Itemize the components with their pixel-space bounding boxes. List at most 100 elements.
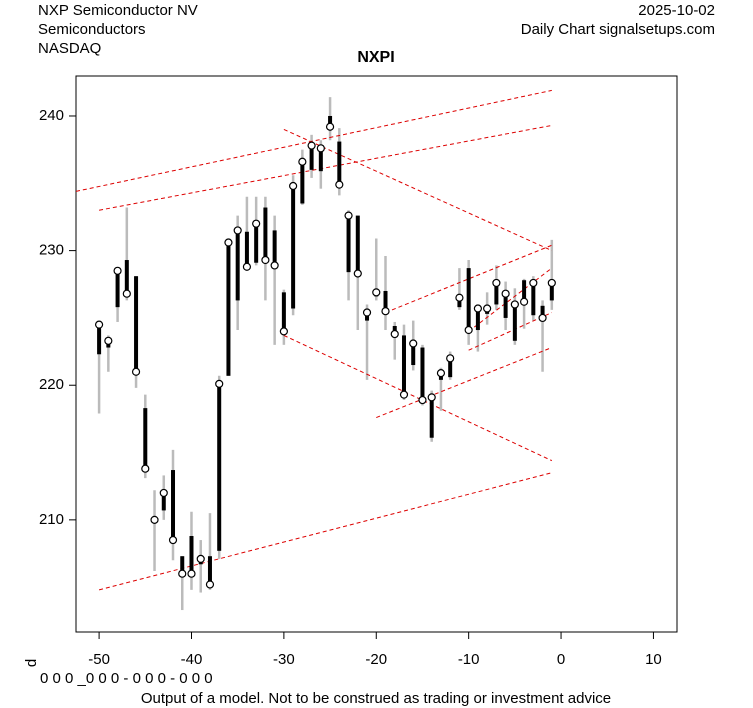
y-tick-label: 230	[39, 242, 64, 259]
close-marker	[178, 569, 187, 578]
close-marker	[436, 369, 446, 378]
close-marker	[455, 293, 464, 302]
x-tick-label: -10	[458, 651, 480, 668]
close-marker	[353, 269, 362, 278]
open-close	[143, 408, 148, 469]
open-close	[254, 223, 259, 263]
open-close	[189, 536, 194, 574]
close-marker	[298, 157, 307, 166]
close-marker	[289, 181, 298, 191]
open-close	[466, 268, 471, 331]
close-marker	[261, 255, 270, 265]
open-close	[457, 297, 462, 308]
open-close	[281, 292, 286, 332]
y-tick-label: 220	[39, 376, 64, 393]
open-close	[531, 282, 536, 316]
open-close	[420, 347, 425, 401]
open-close	[540, 305, 545, 318]
close-marker	[510, 300, 519, 309]
y-tick-label: 210	[39, 511, 64, 528]
open-close	[207, 556, 212, 585]
close-marker	[418, 395, 427, 405]
close-marker	[270, 261, 279, 270]
close-marker	[196, 554, 205, 563]
open-close	[512, 304, 517, 341]
open-close	[115, 270, 120, 308]
open-close	[337, 141, 342, 185]
open-close	[300, 161, 305, 204]
sector: Semiconductors	[38, 21, 146, 38]
date: 2025-10-02	[638, 2, 715, 19]
x-tick-label: -50	[88, 651, 110, 668]
trend-line	[385, 244, 552, 313]
close-marker	[168, 535, 178, 545]
x-tick-label: 0	[557, 651, 565, 668]
close-marker	[538, 313, 547, 323]
open-close	[217, 383, 222, 551]
close-marker	[233, 226, 242, 235]
close-marker	[159, 488, 168, 498]
close-marker	[446, 354, 455, 363]
open-close	[401, 335, 406, 395]
close-marker	[325, 122, 335, 131]
close-marker	[335, 180, 344, 189]
trend-line	[283, 128, 553, 252]
open-close	[244, 231, 249, 267]
trend-line	[376, 347, 552, 419]
close-marker	[399, 390, 409, 399]
bottom-code: 0 0 0 _0 0 0 - 0 0 0 - 0 0 0	[40, 670, 213, 687]
open-close	[171, 470, 176, 541]
open-close	[263, 207, 268, 261]
close-marker	[307, 141, 316, 150]
open-close	[272, 230, 277, 266]
close-marker	[104, 336, 113, 345]
footer: Output of a model. Not to be construed a…	[141, 690, 611, 707]
x-tick-label: 10	[645, 651, 662, 668]
open-close	[494, 282, 499, 305]
open-close	[549, 282, 554, 301]
trend-line	[75, 89, 552, 192]
side-label: d	[23, 659, 40, 667]
close-marker	[464, 325, 473, 335]
y-tick-label: 240	[39, 107, 64, 124]
close-marker	[501, 289, 510, 298]
open-close	[383, 290, 388, 312]
exchange: NASDAQ	[38, 40, 101, 57]
open-close	[346, 215, 351, 273]
open-close	[226, 242, 231, 376]
open-close	[411, 343, 416, 366]
open-close	[429, 397, 434, 438]
close-marker	[427, 393, 436, 402]
open-close	[235, 230, 240, 301]
close-marker	[224, 238, 233, 247]
company: NXP Semiconductor NV	[38, 2, 198, 19]
close-marker	[519, 297, 529, 306]
open-close	[328, 115, 333, 127]
close-marker	[205, 580, 215, 589]
close-marker	[141, 464, 150, 473]
close-marker	[150, 515, 159, 524]
open-close	[161, 492, 166, 511]
close-marker	[279, 327, 288, 336]
trend-line	[98, 472, 552, 591]
open-close	[448, 358, 453, 378]
close-marker	[252, 219, 261, 228]
open-close	[180, 556, 185, 574]
close-marker	[547, 278, 556, 288]
close-marker	[390, 329, 399, 339]
close-marker	[381, 307, 390, 316]
x-tick-label: -40	[181, 651, 203, 668]
open-close	[134, 276, 139, 372]
plot-frame	[75, 75, 678, 633]
open-close	[355, 215, 360, 274]
close-marker	[362, 308, 372, 317]
open-close	[318, 148, 323, 172]
close-marker	[492, 278, 501, 288]
trend-line	[283, 334, 553, 462]
close-marker	[473, 304, 482, 313]
source: Daily Chart signalsetups.com	[521, 21, 715, 38]
close-marker	[483, 304, 492, 313]
close-marker	[372, 288, 381, 297]
close-marker	[113, 266, 122, 275]
